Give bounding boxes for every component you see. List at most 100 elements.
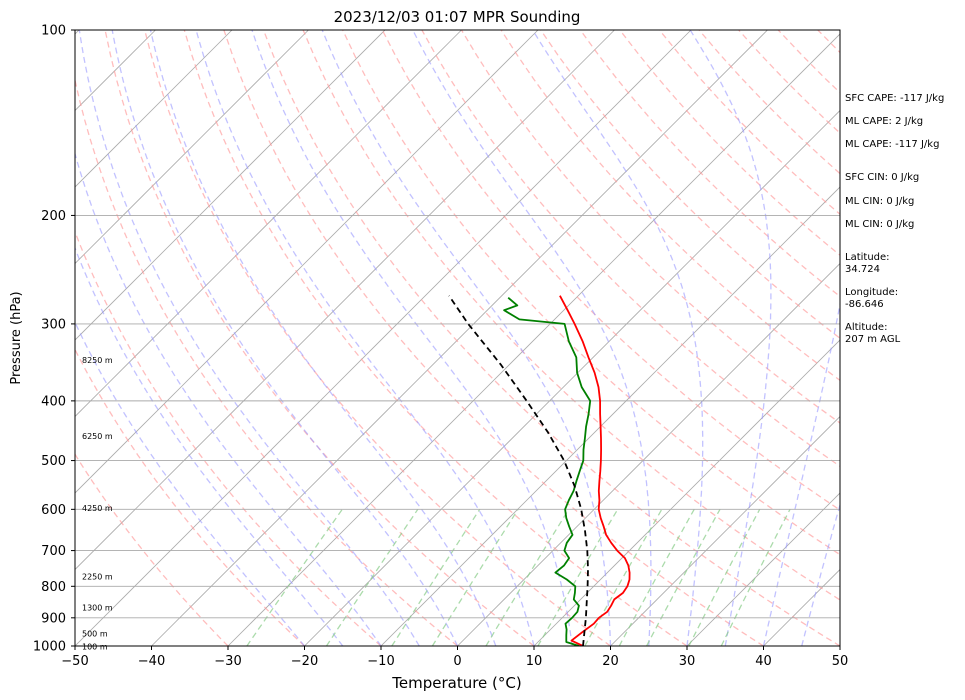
dry-adiabat-line bbox=[75, 348, 305, 646]
y-tick-label: 100 bbox=[41, 24, 66, 39]
mixing-ratio-line bbox=[720, 509, 791, 646]
longitude-value: -86.646 bbox=[845, 299, 884, 310]
isotherm-line bbox=[75, 30, 386, 341]
altitude-value: 207 m AGL bbox=[845, 334, 901, 345]
moist-adiabat-line bbox=[251, 30, 573, 646]
moist-adiabat-line bbox=[195, 30, 535, 646]
moist-adiabat-line bbox=[689, 30, 772, 646]
moist-adiabat-line bbox=[762, 300, 840, 646]
dry-adiabat-line bbox=[223, 30, 764, 646]
x-tick-label: −20 bbox=[291, 654, 318, 669]
isotherm-line bbox=[75, 30, 233, 188]
ml-cape-text: ML CAPE: 2 J/kg bbox=[845, 116, 924, 127]
isotherm-line bbox=[151, 30, 768, 646]
dry-adiabat-line bbox=[183, 30, 688, 646]
dry-adiabat-line bbox=[698, 30, 840, 175]
dry-adiabat-line bbox=[262, 30, 840, 646]
height-label: 4250 m bbox=[82, 504, 113, 513]
height-label: 8250 m bbox=[82, 356, 113, 365]
x-axis-ticks: −50 −40 −30 −20 −10 0 10 20 30 40 50 bbox=[61, 646, 848, 669]
y-tick-label: 400 bbox=[41, 394, 66, 409]
isotherm-line bbox=[380, 186, 840, 646]
moist-adiabat-line bbox=[412, 30, 652, 646]
y-tick-label: 600 bbox=[41, 503, 66, 518]
x-tick-label: 50 bbox=[832, 654, 849, 669]
x-tick-label: −30 bbox=[214, 654, 241, 669]
isotherm-line bbox=[304, 109, 840, 646]
dry-adiabat-line bbox=[579, 30, 840, 298]
sfc-cape-text: SFC CAPE: -117 J/kg bbox=[845, 93, 945, 104]
plot-frame bbox=[74, 29, 841, 647]
temperature-profile-line bbox=[559, 295, 631, 646]
dry-adiabat-line bbox=[104, 30, 535, 646]
mixing-ratio-line bbox=[646, 508, 721, 646]
isotherm-line bbox=[75, 30, 692, 646]
dry-adiabat-line bbox=[75, 77, 458, 646]
y-tick-label: 800 bbox=[41, 580, 66, 595]
isotherm-line bbox=[75, 30, 539, 494]
pressure-gridlines bbox=[75, 29, 840, 647]
ml-cin-text: ML CIN: 0 J/kg bbox=[845, 196, 915, 207]
x-tick-label: −10 bbox=[367, 654, 394, 669]
ml-cape-text-2: ML CAPE: -117 J/kg bbox=[845, 139, 940, 150]
y-tick-label: 1000 bbox=[33, 640, 66, 655]
x-tick-label: 10 bbox=[526, 654, 543, 669]
y-tick-label: 900 bbox=[41, 611, 66, 626]
dry-adiabat-line bbox=[75, 452, 229, 646]
sounding-profiles bbox=[448, 295, 631, 646]
isotherm-line bbox=[533, 339, 840, 646]
isotherm-line bbox=[686, 492, 840, 646]
parcel-profile-line bbox=[448, 295, 589, 646]
moist-adiabat-line bbox=[801, 502, 840, 646]
moist-adiabat-line bbox=[532, 30, 704, 646]
isotherm-line bbox=[227, 33, 840, 646]
x-tick-label: 20 bbox=[602, 654, 619, 669]
height-label: 6250 m bbox=[82, 432, 113, 441]
y-axis-ticks: 100 200 300 400 500 600 700 800 900 1000 bbox=[33, 24, 75, 655]
y-tick-label: 700 bbox=[41, 544, 66, 559]
sfc-cin-text: SFC CIN: 0 J/kg bbox=[845, 172, 920, 183]
x-tick-label: 30 bbox=[679, 654, 696, 669]
height-labels: 100 m 500 m 1300 m 2250 m 4250 m 6250 m 8250 m bbox=[82, 356, 113, 651]
mixing-ratio-line bbox=[618, 508, 695, 646]
y-tick-label: 200 bbox=[41, 209, 66, 224]
isotherm-line bbox=[610, 415, 840, 646]
height-label: 500 m bbox=[82, 630, 108, 639]
moist-adiabat-line bbox=[75, 246, 344, 646]
isotherm-line bbox=[457, 262, 840, 646]
mixing-ratio-line bbox=[246, 508, 343, 646]
mixing-ratio-line bbox=[688, 508, 761, 646]
dry-adiabat-line bbox=[75, 230, 382, 646]
isotherm-line bbox=[75, 30, 615, 571]
ml-cin-text-2: ML CIN: 0 J/kg bbox=[845, 219, 915, 230]
mixing-ratio-line bbox=[584, 508, 663, 646]
height-label: 2250 m bbox=[82, 572, 113, 581]
latitude-value: 34.724 bbox=[845, 264, 880, 275]
y-axis-label: Pressure (hPa) bbox=[9, 291, 24, 384]
dewpoint-profile-line bbox=[503, 297, 592, 646]
height-label: 1300 m bbox=[82, 604, 113, 613]
x-axis-label: Temperature (°C) bbox=[391, 674, 521, 692]
moist-adiabat-line bbox=[78, 30, 420, 646]
mixing-ratio-line bbox=[537, 508, 619, 646]
y-tick-label: 300 bbox=[41, 317, 66, 332]
moist-adiabat-line bbox=[149, 30, 497, 646]
isotherm-line bbox=[0, 30, 3, 646]
y-tick-label: 500 bbox=[41, 454, 66, 469]
background-lines bbox=[0, 30, 840, 646]
chart-title: 2023/12/03 01:07 MPR Sounding bbox=[334, 8, 581, 26]
x-tick-label: −50 bbox=[61, 654, 88, 669]
mixing-ratio-line bbox=[431, 508, 519, 646]
longitude-label: Longitude: bbox=[845, 287, 899, 298]
moist-adiabat-line bbox=[111, 30, 459, 646]
isotherm-line bbox=[75, 30, 309, 265]
x-tick-label: 40 bbox=[755, 654, 772, 669]
dry-adiabat-line bbox=[144, 30, 611, 646]
height-label: 100 m bbox=[82, 642, 108, 651]
isotherm-line bbox=[75, 30, 462, 418]
mixing-ratio-line bbox=[485, 508, 570, 646]
latitude-label: Latitude: bbox=[845, 252, 890, 263]
x-tick-label: −40 bbox=[138, 654, 165, 669]
moist-adiabat-line bbox=[321, 30, 612, 646]
